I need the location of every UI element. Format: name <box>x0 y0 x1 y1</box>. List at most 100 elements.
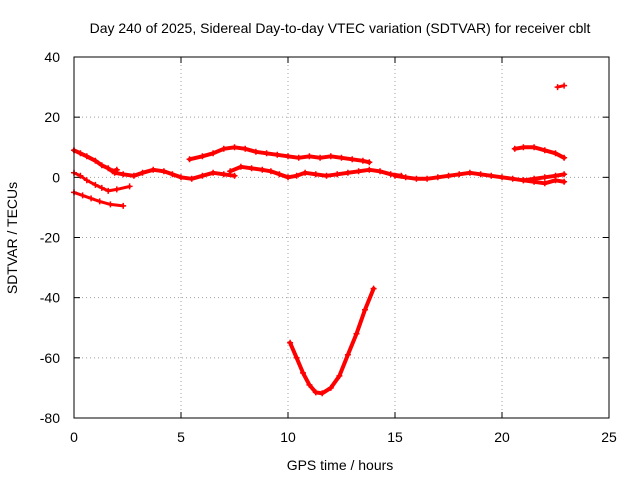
data-point <box>210 169 217 176</box>
data-point <box>349 156 356 163</box>
x-tick-label: 10 <box>280 429 296 445</box>
data-point <box>456 171 463 178</box>
data-point <box>531 178 538 185</box>
data-point <box>237 163 244 170</box>
y-tick-label: -60 <box>40 350 60 366</box>
data-point <box>434 174 441 181</box>
x-tick-label: 15 <box>387 429 403 445</box>
data-point <box>77 150 84 157</box>
x-tick-label: 5 <box>177 429 185 445</box>
data-point <box>77 172 84 179</box>
series-arc-d <box>111 166 238 182</box>
data-point <box>359 157 366 164</box>
data-point <box>199 153 206 160</box>
data-point <box>107 201 114 208</box>
y-tick-label: -80 <box>40 410 60 426</box>
data-point <box>248 165 255 172</box>
data-point <box>96 198 103 205</box>
data-point <box>561 82 568 89</box>
data-point <box>88 195 95 202</box>
data-point <box>327 153 334 160</box>
data-point <box>323 172 330 179</box>
data-point <box>424 175 431 182</box>
series-arc-e <box>186 144 373 166</box>
data-point <box>499 174 505 181</box>
data-point <box>319 390 326 397</box>
data-point <box>541 147 548 154</box>
x-tick-label: 0 <box>70 429 78 445</box>
data-point <box>306 153 313 160</box>
y-axis-label: SDTVAR / TECUs <box>4 182 20 294</box>
data-point <box>227 168 234 175</box>
data-point <box>220 171 227 178</box>
data-point <box>366 166 373 173</box>
data-point <box>300 369 306 376</box>
data-point <box>130 172 137 179</box>
data-point <box>79 192 86 199</box>
data-point <box>554 84 561 91</box>
data-point <box>105 165 112 172</box>
data-point <box>327 384 334 391</box>
chart-title: Day 240 of 2025, Sidereal Day-to-day VTE… <box>90 20 591 36</box>
data-point <box>362 306 368 313</box>
data-point <box>126 183 133 190</box>
data-point <box>561 154 568 161</box>
data-point <box>541 180 548 187</box>
data-point <box>370 285 377 292</box>
data-point <box>561 171 568 178</box>
data-point <box>92 157 99 164</box>
data-point <box>552 150 559 157</box>
series-arc-c <box>71 189 127 209</box>
series-trace <box>288 286 376 396</box>
data-point <box>312 389 319 396</box>
data-point <box>552 177 559 184</box>
data-point <box>83 153 90 160</box>
y-tick-label: 40 <box>44 49 60 65</box>
data-point <box>520 144 527 151</box>
series-arc-i <box>511 144 568 161</box>
data-point <box>199 172 206 179</box>
data-point <box>338 154 345 161</box>
data-point <box>488 172 495 179</box>
x-tick-label: 25 <box>601 429 617 445</box>
data-point <box>285 174 291 181</box>
data-point <box>259 166 266 173</box>
data-point <box>466 169 473 176</box>
series-arc-h <box>520 177 568 187</box>
data-point <box>83 177 90 184</box>
data-point <box>293 354 300 361</box>
data-point <box>150 166 157 173</box>
data-point <box>413 175 420 182</box>
data-point <box>287 339 294 346</box>
data-point <box>344 169 351 176</box>
y-tick-label: -40 <box>40 290 60 306</box>
data-point <box>92 181 99 188</box>
series-arc-f <box>227 163 405 181</box>
data-point <box>520 177 527 184</box>
data-point <box>231 144 238 151</box>
data-point <box>353 330 360 337</box>
data-point <box>178 174 184 181</box>
data-point <box>169 171 176 178</box>
data-point <box>541 174 548 181</box>
data-point <box>511 145 518 152</box>
data-point <box>113 186 120 193</box>
data-point <box>274 151 281 158</box>
data-point <box>242 145 249 152</box>
data-point <box>98 162 105 169</box>
series-arc-j <box>554 82 568 91</box>
data-point <box>336 372 343 379</box>
series-arc-k <box>287 285 377 397</box>
data-point <box>306 381 313 388</box>
data-point <box>105 187 112 194</box>
data-point <box>334 171 341 178</box>
data-point <box>210 150 217 157</box>
series-arc-g <box>392 169 568 184</box>
x-tick-label: 20 <box>494 429 510 445</box>
data-point <box>387 171 394 178</box>
data-point <box>344 351 351 358</box>
data-point <box>276 171 283 178</box>
series-trace <box>72 190 125 208</box>
data-point <box>220 145 227 152</box>
